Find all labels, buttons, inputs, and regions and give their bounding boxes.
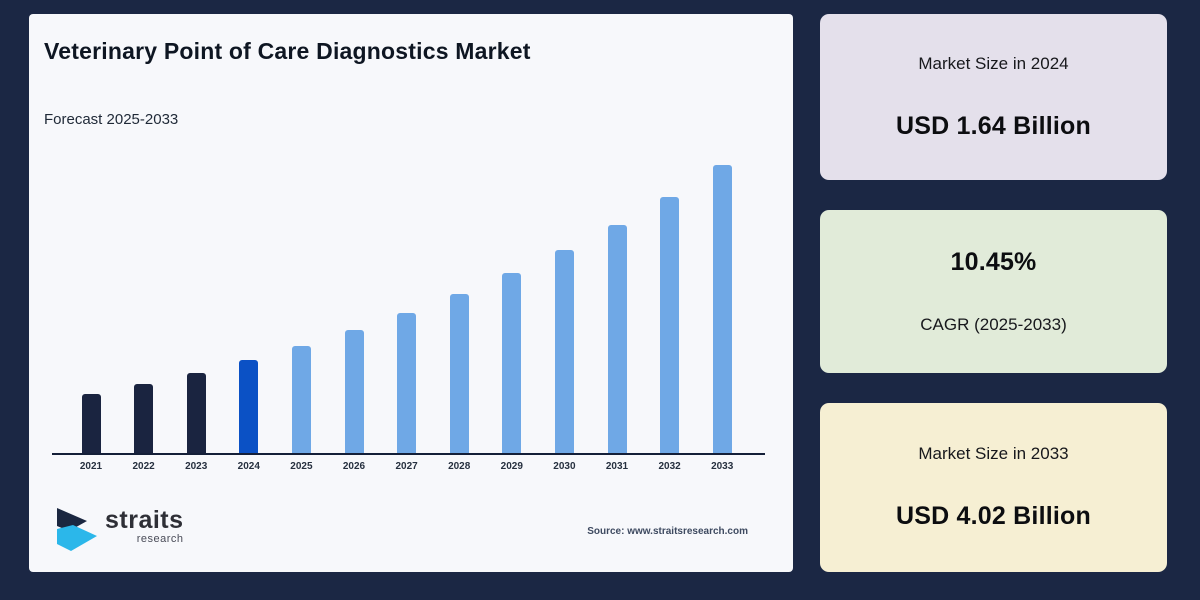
stat-card-cagr: 10.45% CAGR (2025-2033) bbox=[820, 210, 1167, 373]
source-attribution: Source: www.straitsresearch.com bbox=[587, 526, 748, 537]
x-tick-2031: 2031 bbox=[605, 461, 629, 472]
logo-name: straits bbox=[105, 505, 184, 534]
stat-card-market-size-2024: Market Size in 2024 USD 1.64 Billion bbox=[820, 14, 1167, 180]
x-tick-2026: 2026 bbox=[342, 461, 366, 472]
x-tick-2021: 2021 bbox=[79, 461, 103, 472]
bar-2026 bbox=[344, 330, 364, 453]
x-tick-2023: 2023 bbox=[185, 461, 208, 472]
chart-title: Veterinary Point of Care Diagnostics Mar… bbox=[44, 38, 531, 64]
x-tick-2029: 2029 bbox=[500, 461, 523, 472]
x-tick-2022: 2022 bbox=[132, 461, 155, 472]
stat-card-market-size-2033: Market Size in 2033 USD 4.02 Billion bbox=[820, 403, 1167, 572]
bar-2025 bbox=[291, 346, 311, 453]
bar-2021 bbox=[81, 394, 101, 453]
x-tick-2028: 2028 bbox=[448, 461, 471, 472]
stat-card-label: CAGR (2025-2033) bbox=[920, 315, 1067, 334]
stat-card-value: USD 4.02 Billion bbox=[896, 502, 1091, 530]
stat-card-value: 10.45% bbox=[950, 248, 1037, 276]
bar-2028 bbox=[449, 294, 469, 453]
stat-card-label: Market Size in 2033 bbox=[918, 444, 1069, 463]
x-tick-2032: 2032 bbox=[658, 461, 681, 472]
bar-2031 bbox=[607, 225, 627, 453]
bar-2027 bbox=[397, 313, 417, 453]
chart-subtitle: Forecast 2025-2033 bbox=[44, 111, 179, 128]
bar-2032 bbox=[660, 197, 680, 453]
x-tick-2025: 2025 bbox=[290, 461, 313, 472]
bar-2029 bbox=[502, 273, 522, 453]
logo-subtitle: research bbox=[136, 532, 184, 545]
plot-area bbox=[52, 165, 765, 455]
chart-panel: Veterinary Point of Care Diagnostics Mar… bbox=[29, 14, 793, 572]
bar-2022 bbox=[134, 384, 154, 453]
x-tick-2027: 2027 bbox=[395, 461, 418, 472]
stat-card-value: USD 1.64 Billion bbox=[896, 111, 1091, 140]
x-axis-labels: 2021 2022 2023 2024 2025 2026 2027 2028 2029 2030… bbox=[52, 461, 765, 481]
straits-research-logo: straits research bbox=[53, 503, 184, 553]
straits-logo-icon bbox=[57, 508, 97, 551]
bar-2023 bbox=[186, 373, 206, 453]
x-tick-2033: 2033 bbox=[711, 461, 734, 472]
stat-card-label: Market Size in 2024 bbox=[918, 53, 1069, 73]
bar-chart: 2021 2022 2023 2024 2025 2026 2027 2028 2029 2030… bbox=[52, 165, 765, 485]
bar-2030 bbox=[554, 250, 574, 453]
bar-2033 bbox=[712, 165, 732, 453]
bar-2024 bbox=[239, 360, 259, 453]
x-tick-2024: 2024 bbox=[237, 461, 260, 472]
logo-wordmark: straits research bbox=[105, 505, 184, 545]
x-tick-2030: 2030 bbox=[553, 461, 576, 472]
